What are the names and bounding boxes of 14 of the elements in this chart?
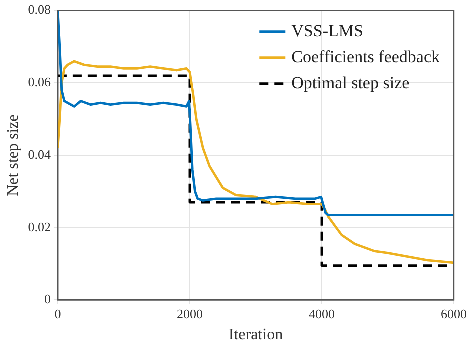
x-tick-label: 2000: [176, 306, 203, 322]
y-tick-label: 0.02: [28, 219, 51, 234]
legend-label: Coefficients feedback: [292, 47, 440, 66]
x-tick-label: 4000: [308, 306, 335, 322]
legend-label: VSS-LMS: [292, 21, 364, 40]
x-tick-label: 0: [54, 306, 62, 322]
y-tick-label: 0.08: [28, 2, 51, 18]
y-tick-label: 0.04: [28, 146, 52, 162]
y-axis-title: Net step size: [4, 114, 22, 196]
x-axis-title: Iteration: [228, 326, 284, 344]
y-tick-label: 0: [44, 292, 51, 307]
y-tick-label: 0.06: [28, 74, 52, 90]
legend-label: Optimal step size: [292, 73, 410, 92]
x-tick-label: 6000: [441, 306, 467, 322]
